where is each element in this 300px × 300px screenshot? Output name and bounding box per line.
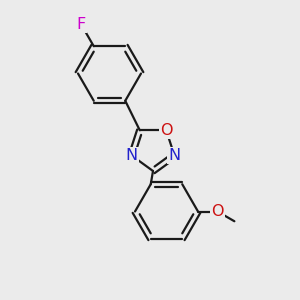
Text: N: N [168, 148, 181, 163]
Text: O: O [160, 123, 172, 138]
Text: F: F [77, 17, 86, 32]
Text: N: N [125, 148, 138, 163]
Text: O: O [211, 204, 224, 219]
